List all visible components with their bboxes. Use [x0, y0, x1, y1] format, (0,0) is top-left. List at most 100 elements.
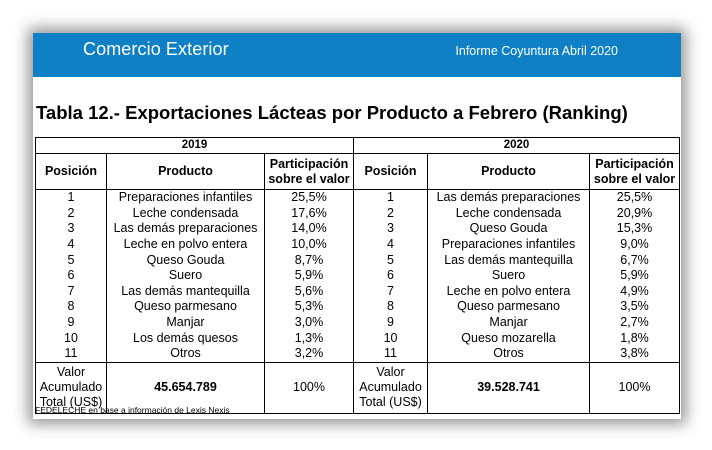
product-cell: Queso parmesano	[427, 299, 591, 315]
position-cell: 7	[35, 283, 107, 300]
share-cell: 20,9%	[589, 205, 681, 222]
share-cell: 5,3%	[264, 299, 355, 315]
total-label-line: Valor	[376, 365, 405, 380]
position-cell: 1	[35, 189, 107, 206]
product-cell: Las demás mantequilla	[427, 252, 591, 268]
table-title: Tabla 12.- Exportaciones Lácteas por Pro…	[36, 102, 628, 123]
position-cell: 6	[35, 267, 107, 284]
table-row: 10 Los demás quesos 1,3% 10 Queso mozarella 1…	[35, 330, 681, 346]
table-row: 8 Queso parmesano 5,3% 8 Queso parmesano 3,5%	[35, 299, 681, 315]
share-cell: 8,7%	[264, 252, 355, 268]
share-cell: 6,7%	[589, 252, 681, 268]
product-cell: Leche condensada	[106, 205, 265, 222]
product-cell: Preparaciones infantiles	[106, 189, 265, 206]
product-cell: Leche en polvo entera	[427, 283, 591, 300]
position-cell: 3	[35, 221, 107, 237]
product-cell: Queso Gouda	[427, 221, 591, 237]
share-cell: 5,9%	[264, 267, 355, 284]
report-page: Comercio Exterior Informe Coyuntura Abri…	[33, 33, 681, 419]
table-row: 6 Suero 5,9% 6 Suero 5,9%	[35, 267, 681, 284]
product-cell: Otros	[427, 345, 591, 363]
ranking-rows: 1 Preparaciones infantiles 25,5% 1 Las demás…	[35, 189, 681, 363]
product-cell: Las demás preparaciones	[106, 221, 265, 237]
total-label-2020: Valor Acumulado Total (US$)	[353, 361, 429, 414]
total-label-line: Acumulado	[359, 380, 422, 395]
section-title: Comercio Exterior	[83, 39, 229, 59]
share-header-line: Participación	[595, 156, 674, 171]
column-header-product: Producto	[106, 153, 265, 190]
product-cell: Queso parmesano	[106, 299, 265, 315]
product-cell: Preparaciones infantiles	[427, 236, 591, 253]
total-label-line: Acumulado	[39, 380, 103, 395]
table-row: 1 Preparaciones infantiles 25,5% 1 Las demás…	[35, 189, 681, 206]
year-header-2019: 2019	[34, 137, 355, 154]
position-cell: 4	[35, 236, 107, 253]
product-cell: Leche condensada	[427, 205, 591, 222]
position-cell: 7	[353, 283, 429, 300]
table-row: 11 Otros 3,2% 11 Otros 3,8%	[35, 345, 681, 363]
share-cell: 3,5%	[589, 299, 681, 315]
share-cell: 2,7%	[589, 314, 681, 331]
share-cell: 9,0%	[589, 236, 681, 253]
share-cell: 14,0%	[264, 221, 355, 237]
total-value-2020: 39.528.741	[427, 361, 591, 414]
position-cell: 9	[353, 314, 429, 331]
product-cell: Queso mozarella	[427, 330, 591, 346]
share-cell: 15,3%	[589, 221, 681, 237]
position-cell: 11	[35, 345, 107, 363]
report-name: Informe Coyuntura Abril 2020	[455, 44, 618, 58]
exports-ranking-table: 2019 2020 Posición Producto Participació…	[34, 137, 681, 414]
share-cell: 3,8%	[589, 345, 681, 363]
position-cell: 8	[353, 299, 429, 315]
column-header-share: Participación sobre el valor	[589, 153, 681, 190]
column-header-position: Posición	[35, 153, 107, 190]
position-cell: 5	[35, 252, 107, 268]
share-header-line: sobre el valor	[593, 171, 676, 186]
position-cell: 6	[353, 267, 429, 284]
total-label-line: Total (US$)	[359, 395, 422, 410]
product-cell: Suero	[106, 267, 265, 284]
share-cell: 5,6%	[264, 283, 355, 300]
table-row: 3 Las demás preparaciones 14,0% 3 Queso Goud…	[35, 221, 681, 237]
product-cell: Manjar	[427, 314, 591, 331]
position-cell: 8	[35, 299, 107, 315]
total-value-2019: 45.654.789	[106, 361, 265, 414]
product-cell: Las demás mantequilla	[106, 283, 265, 300]
position-cell: 3	[353, 221, 429, 237]
share-cell: 5,9%	[589, 267, 681, 284]
total-label-line: Valor	[56, 365, 86, 380]
table-row: 2 Leche condensada 17,6% 2 Leche condensada 2…	[35, 205, 681, 222]
share-cell: 25,5%	[589, 189, 681, 206]
product-cell: Manjar	[106, 314, 265, 331]
total-label-line: Total (US$)	[39, 395, 103, 410]
total-share-2019: 100%	[264, 361, 355, 414]
position-cell: 9	[35, 314, 107, 331]
product-cell: Otros	[106, 345, 265, 363]
column-header-product: Producto	[427, 153, 591, 190]
year-header-2020: 2020	[353, 137, 681, 154]
position-cell: 5	[353, 252, 429, 268]
share-header-line: Participación	[269, 156, 349, 171]
table-row: 9 Manjar 3,0% 9 Manjar 2,7%	[35, 314, 681, 331]
total-share-2020: 100%	[589, 361, 681, 414]
table-row: 4 Leche en polvo entera 10,0% 4 Preparacione…	[35, 236, 681, 253]
total-row: Valor Acumulado Total (US$) 45.654.789 100…	[35, 361, 681, 414]
column-header-position: Posición	[353, 153, 429, 190]
product-cell: Queso Gouda	[106, 252, 265, 268]
product-cell: Los demás quesos	[106, 330, 265, 346]
share-cell: 1,3%	[264, 330, 355, 346]
source-note: FEDELECHE en base a información de Lexis…	[35, 405, 230, 415]
header-banner: Comercio Exterior Informe Coyuntura Abri…	[33, 33, 681, 77]
column-header-share: Participación sobre el valor	[263, 153, 355, 190]
product-cell: Leche en polvo entera	[106, 236, 265, 253]
total-label-2019: Valor Acumulado Total (US$)	[35, 361, 107, 414]
position-cell: 11	[353, 345, 429, 363]
position-cell: 1	[353, 189, 429, 206]
product-cell: Las demás preparaciones	[427, 189, 591, 206]
table-row: 7 Las demás mantequilla 5,6% 7 Leche en polv…	[35, 283, 681, 300]
position-cell: 4	[353, 236, 429, 253]
share-cell: 10,0%	[264, 236, 355, 253]
share-cell: 4,9%	[589, 283, 681, 300]
position-cell: 2	[353, 205, 429, 222]
product-cell: Suero	[427, 267, 591, 284]
